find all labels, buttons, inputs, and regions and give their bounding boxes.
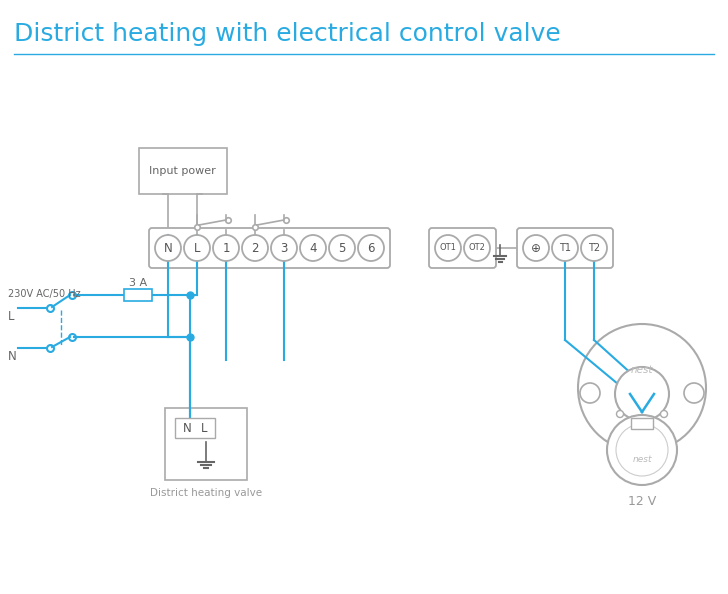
Text: District heating valve: District heating valve [150,488,262,498]
Circle shape [213,235,239,261]
Circle shape [464,235,490,261]
Text: nest: nest [630,365,653,375]
FancyBboxPatch shape [517,228,613,268]
Text: L: L [200,422,207,434]
Text: OT1: OT1 [440,244,456,252]
Circle shape [271,235,297,261]
Circle shape [358,235,384,261]
Circle shape [616,424,668,476]
Text: 12 V: 12 V [628,495,656,508]
Circle shape [523,235,549,261]
Circle shape [435,235,461,261]
Circle shape [329,235,355,261]
Circle shape [580,383,600,403]
Circle shape [300,235,326,261]
Circle shape [607,415,677,485]
Circle shape [552,235,578,261]
Text: N: N [183,422,191,434]
Bar [165,408,247,480]
Text: N: N [164,242,173,254]
Circle shape [615,367,669,421]
Text: 3: 3 [280,242,288,254]
Text: L: L [194,242,200,254]
Text: 4: 4 [309,242,317,254]
Text: ⊕: ⊕ [531,242,541,254]
Text: 3 A: 3 A [129,278,147,288]
Text: 5: 5 [339,242,346,254]
Circle shape [660,410,668,418]
Text: OT2: OT2 [469,244,486,252]
Circle shape [578,324,706,452]
Circle shape [242,235,268,261]
Text: District heating with electrical control valve: District heating with electrical control… [14,22,561,46]
Bar [124,289,152,301]
Bar [175,418,215,438]
Text: 230V AC/50 Hz: 230V AC/50 Hz [8,289,81,299]
Text: 2: 2 [251,242,258,254]
FancyBboxPatch shape [149,228,390,268]
Circle shape [581,235,607,261]
Bar [631,418,653,429]
Text: L: L [8,310,15,323]
Circle shape [617,410,623,418]
Text: Input power: Input power [149,166,216,176]
Text: N: N [8,350,17,363]
Circle shape [155,235,181,261]
Circle shape [184,235,210,261]
FancyBboxPatch shape [429,228,496,268]
Text: T2: T2 [588,243,600,253]
Text: nest: nest [632,456,652,465]
Circle shape [684,383,704,403]
Text: 1: 1 [222,242,230,254]
Text: T1: T1 [559,243,571,253]
Bar [138,148,226,194]
Text: 6: 6 [367,242,375,254]
